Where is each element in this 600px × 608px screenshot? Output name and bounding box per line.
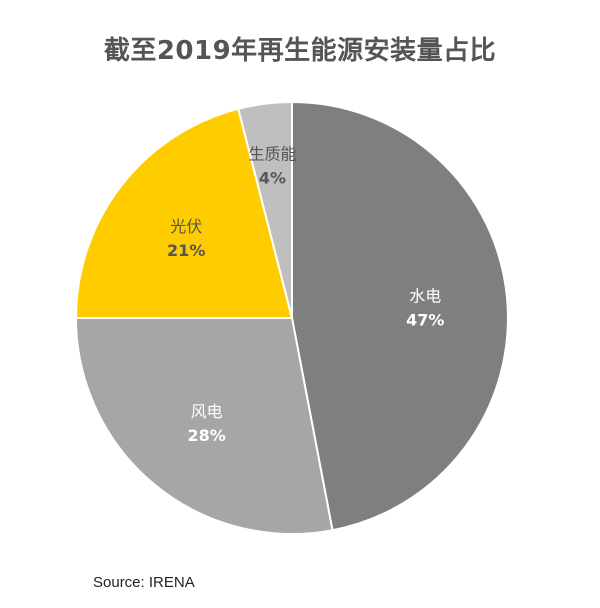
pie-slice-0 bbox=[291, 100, 509, 532]
pie-slice-1 bbox=[74, 317, 334, 535]
pie-labels: 水电 47% 风电 28% 光伏 21% 生质能 4% bbox=[167, 145, 444, 446]
pie-slices bbox=[74, 100, 509, 535]
slice-label-3: 生质能 bbox=[248, 145, 296, 164]
slice-label-0: 水电 bbox=[409, 286, 441, 305]
slice-value-1: 28% bbox=[187, 426, 225, 445]
source-note: Source: IRENA bbox=[93, 574, 195, 591]
slice-label-2: 光伏 bbox=[170, 217, 202, 236]
slice-value-2: 21% bbox=[167, 241, 205, 260]
slice-value-0: 47% bbox=[406, 310, 444, 329]
slice-label-1: 风电 bbox=[191, 402, 223, 421]
slice-value-3: 4% bbox=[259, 169, 286, 188]
pie-slice-2 bbox=[74, 107, 294, 319]
chart-title: 截至2019年再生能源安装量占比 bbox=[103, 36, 497, 66]
pie-slice-3 bbox=[237, 100, 293, 319]
